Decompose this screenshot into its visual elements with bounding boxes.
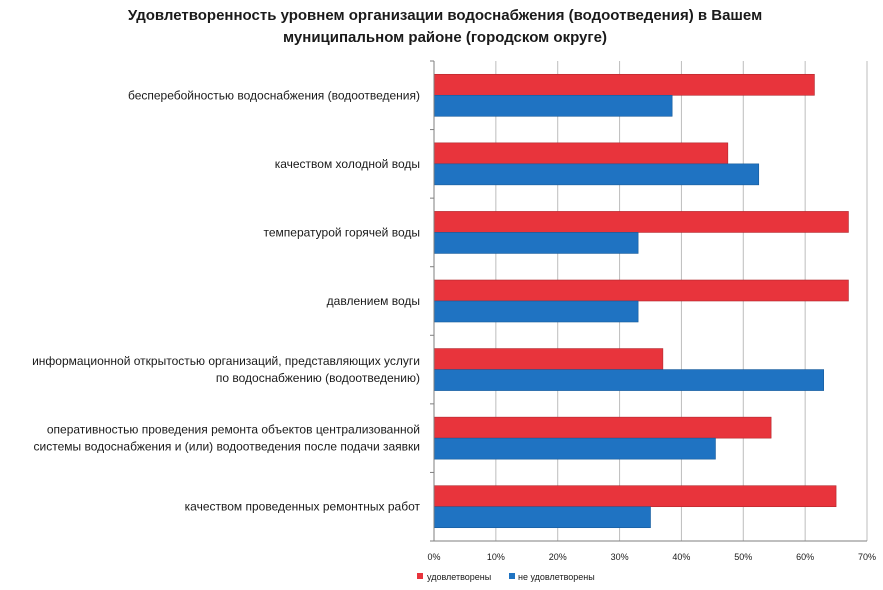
category-label: оперативностью проведения ремонта объект…	[47, 423, 420, 437]
category-label: по водоснабжению (водоотведению)	[216, 371, 420, 385]
bars	[433, 73, 849, 529]
bar-not-satisfied	[433, 369, 825, 391]
category-label: информационной открытостью организаций, …	[32, 354, 420, 368]
chart-title: Удовлетворенность уровнем организации во…	[60, 5, 830, 49]
x-tick-label: 50%	[734, 552, 752, 562]
x-tick-labels: 0% 10% 20% 30% 40% 50% 60% 70%	[427, 552, 876, 562]
legend-label-satisfied: удовлетворены	[427, 572, 491, 582]
bar-satisfied	[433, 142, 729, 165]
bar-satisfied	[433, 348, 664, 370]
bar-satisfied	[433, 211, 849, 233]
legend-label-not-satisfied: не удовлетворены	[518, 572, 595, 582]
legend: удовлетворены не удовлетворены	[417, 572, 595, 582]
bar-satisfied	[433, 416, 772, 439]
x-tick-label: 10%	[487, 552, 505, 562]
x-tick-label: 0%	[427, 552, 440, 562]
category-label: бесперебойностью водоснабжения (водоотве…	[128, 88, 420, 102]
bar-not-satisfied	[433, 300, 639, 323]
category-labels: бесперебойностью водоснабжения (водоотве…	[32, 88, 420, 513]
x-tick-label: 40%	[672, 552, 690, 562]
category-label: качеством проведенных ремонтных работ	[185, 500, 421, 514]
bar-not-satisfied	[433, 437, 716, 460]
bar-satisfied	[433, 485, 837, 508]
bar-not-satisfied	[433, 163, 760, 186]
chart-title-line-1: Удовлетворенность уровнем организации во…	[127, 7, 763, 24]
bar-not-satisfied	[433, 506, 651, 529]
bar-satisfied	[433, 73, 815, 96]
x-tick-label: 30%	[611, 552, 629, 562]
category-label: давлением воды	[327, 294, 420, 308]
bar-satisfied	[433, 279, 849, 302]
category-label: системы водоснабжения и (или) водоотведе…	[34, 440, 420, 454]
category-label: качеством холодной воды	[275, 157, 420, 171]
axes	[430, 60, 867, 542]
x-tick-label: 20%	[549, 552, 567, 562]
x-tick-label: 70%	[858, 552, 876, 562]
bar-not-satisfied	[433, 94, 673, 117]
legend-swatch-satisfied	[417, 573, 423, 579]
category-label: температурой горячей воды	[264, 225, 421, 239]
chart-title-line-2: муниципальном районе (городском округе)	[283, 29, 607, 46]
x-tick-label: 60%	[796, 552, 814, 562]
bar-not-satisfied	[433, 232, 639, 254]
legend-swatch-not-satisfied	[509, 573, 515, 579]
